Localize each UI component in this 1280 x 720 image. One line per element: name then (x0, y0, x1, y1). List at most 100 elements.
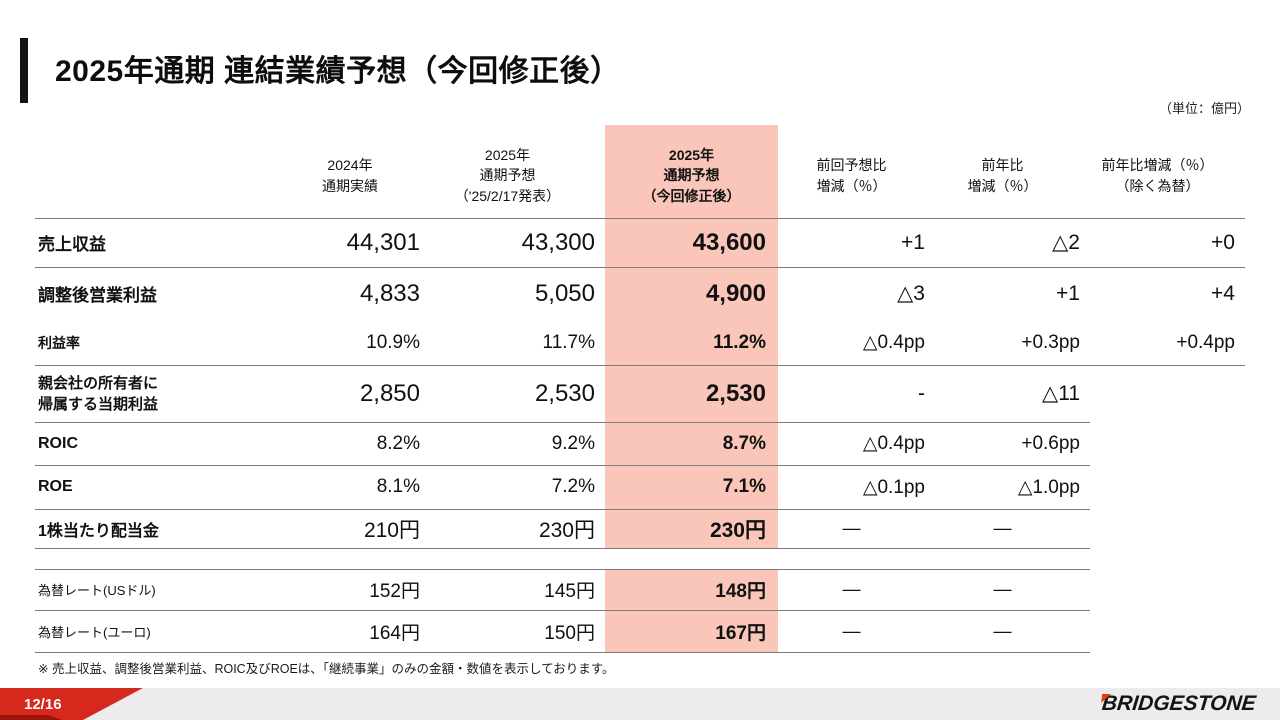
cell-2024-actual: 44,301 (346, 228, 420, 256)
divider (35, 422, 1090, 423)
cell-2024-actual: 8.1% (376, 476, 420, 497)
row-dividend-per-share: 1株当たり配当金 210円 230円 230円 ― ― (35, 509, 1245, 548)
cell-forecast-previous: 9.2% (551, 432, 595, 454)
cell-2024-actual: 210円 (363, 518, 420, 542)
cell-2024-actual: 164円 (369, 622, 420, 644)
divider (35, 267, 1245, 268)
cell-forecast-revised: 7.1% (722, 476, 766, 497)
cell-vs-yoy: △11 (1042, 382, 1080, 405)
cell-vs-yoy: +0.3pp (1021, 331, 1080, 353)
cell-vs-yoy-ex-fx: +0.4pp (1176, 331, 1235, 353)
divider (35, 509, 1090, 510)
column-header-2024-actual: 2024年 通期実績 (322, 157, 378, 194)
divider (35, 218, 1245, 219)
row-label: 1株当たり配当金 (38, 522, 159, 540)
bridgestone-logo: BRIDGESTONE (1101, 692, 1257, 716)
forecast-table: 2024年 通期実績 2025年 通期予想 （'25/2/17発表） 2025年… (35, 125, 1245, 665)
cell-vs-yoy-ex-fx (1080, 610, 1235, 652)
row-fx-rate-usd: 為替レート(USドル) 152円 145円 148円 ― ― (35, 569, 1245, 610)
badge-fold-decoration (0, 715, 62, 720)
unit-note: （単位：億円） (1158, 101, 1250, 116)
column-header-forecast-revised: 2025年 通期予想 （今回修正後） (642, 147, 741, 204)
cell-forecast-previous: 43,300 (521, 228, 595, 256)
column-header-vs-previous: 前回予想比 増減（％） (816, 157, 887, 194)
title-accent-bar (20, 38, 28, 103)
cell-forecast-revised: 230円 (709, 518, 766, 542)
cell-vs-yoy: △2 (1052, 231, 1080, 254)
cell-forecast-revised: 8.7% (722, 432, 766, 454)
row-label: ROIC (38, 434, 78, 452)
cell-forecast-previous: 230円 (538, 518, 595, 542)
cell-forecast-previous: 145円 (544, 581, 595, 602)
cell-forecast-revised: 148円 (715, 581, 766, 602)
cell-vs-yoy-ex-fx (1080, 422, 1235, 465)
row-label: 為替レート(ユーロ) (38, 624, 151, 640)
divider (35, 569, 1090, 570)
row-roe: ROE 8.1% 7.2% 7.1% △0.1pp △1.0pp (35, 465, 1245, 509)
row-profit-margin: 利益率 10.9% 11.7% 11.2% △0.4pp +0.3pp +0.4… (35, 320, 1245, 365)
cell-forecast-revised: 2,530 (705, 379, 766, 407)
row-label: 売上収益 (38, 235, 106, 254)
row-roic: ROIC 8.2% 9.2% 8.7% △0.4pp +0.6pp (35, 422, 1245, 465)
cell-vs-previous: △3 (897, 282, 925, 305)
cell-forecast-previous: 2,530 (534, 379, 595, 407)
row-label: 為替レート(USドル) (38, 583, 156, 598)
cell-forecast-previous: 5,050 (534, 279, 595, 307)
divider (35, 610, 1090, 611)
cell-forecast-previous: 7.2% (551, 476, 595, 497)
cell-vs-previous: +1 (901, 230, 925, 254)
row-label: ROE (38, 478, 73, 495)
logo-text: BRIDGESTONE (1101, 692, 1258, 715)
column-header-vs-yoy: 前年比 増減（％） (967, 157, 1038, 194)
column-header-forecast-previous: 2025年 通期予想 （'25/2/17発表） (454, 147, 561, 204)
row-label: 調整後営業利益 (38, 286, 157, 305)
cell-2024-actual: 4,833 (359, 279, 420, 307)
column-header-vs-yoy-ex-fx: 前年比増減（％） （除く為替） (1101, 157, 1214, 194)
cell-vs-yoy: +1 (1056, 281, 1080, 305)
cell-vs-yoy-ex-fx: +0 (1211, 230, 1235, 254)
cell-forecast-revised: 11.2% (713, 331, 766, 353)
cell-forecast-revised: 4,900 (705, 279, 766, 307)
cell-forecast-revised: 167円 (715, 622, 766, 644)
row-revenue: 売上収益 44,301 43,300 43,600 +1 △2 +0 (35, 218, 1245, 267)
cell-vs-yoy: ― (993, 579, 1012, 599)
cell-vs-previous: ― (842, 518, 861, 538)
cell-2024-actual: 8.2% (376, 432, 420, 454)
cell-vs-previous: ― (842, 579, 861, 599)
cell-2024-actual: 10.9% (366, 331, 420, 353)
cell-vs-previous: △0.1pp (862, 476, 925, 498)
cell-vs-previous: △0.4pp (862, 433, 925, 454)
footnote: ※ 売上収益、調整後営業利益、ROIC及びROEは、「継続事業」のみの金額・数値… (38, 662, 615, 676)
cell-vs-yoy-ex-fx: +4 (1211, 281, 1235, 305)
footer-bar: 12/16 BRIDGESTONE (0, 688, 1280, 720)
page-title: 2025年通期 連結業績予想（今回修正後） (55, 55, 621, 88)
cell-forecast-revised: 43,600 (692, 228, 766, 256)
cell-vs-yoy-ex-fx (1080, 509, 1235, 548)
divider (35, 365, 1245, 366)
row-net-profit-attributable-to-owners: 親会社の所有者に 帰属する当期利益 2,850 2,530 2,530 - △1… (35, 365, 1245, 422)
cell-vs-yoy: +0.6pp (1021, 432, 1080, 454)
divider (35, 548, 1090, 549)
cell-forecast-previous: 150円 (544, 622, 595, 644)
cell-2024-actual: 152円 (369, 581, 420, 602)
cell-vs-yoy: ― (993, 518, 1012, 538)
row-adjusted-operating-profit: 調整後営業利益 4,833 5,050 4,900 △3 +1 +4 (35, 267, 1245, 320)
cell-vs-previous: - (918, 381, 925, 405)
highlight-column-upper (605, 125, 778, 548)
cell-vs-yoy-ex-fx (1080, 569, 1235, 610)
row-label: 利益率 (38, 334, 80, 351)
cell-vs-yoy-ex-fx (1080, 465, 1235, 509)
cell-vs-previous: △0.4pp (862, 332, 925, 353)
row-label: 親会社の所有者に 帰属する当期利益 (38, 374, 159, 413)
cell-vs-yoy: ― (993, 620, 1012, 641)
page-number: 12/16 (24, 695, 62, 713)
row-fx-rate-eur: 為替レート(ユーロ) 164円 150円 167円 ― ― (35, 610, 1245, 652)
divider (35, 652, 1090, 653)
logo-wordmark: BRIDGESTONE (1101, 692, 1257, 716)
cell-vs-yoy: △1.0pp (1017, 476, 1080, 498)
cell-2024-actual: 2,850 (359, 379, 420, 407)
cell-vs-yoy-ex-fx (1080, 365, 1235, 422)
divider (35, 465, 1090, 466)
cell-forecast-previous: 11.7% (542, 331, 595, 353)
cell-vs-previous: ― (842, 620, 861, 641)
